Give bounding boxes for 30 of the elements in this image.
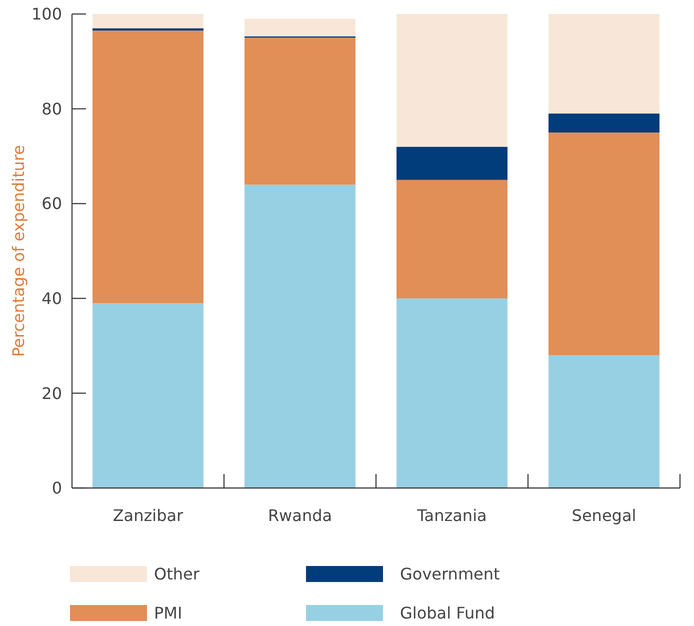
x-tick-label: Zanzibar: [112, 506, 184, 525]
y-axis-title: Percentage of expenditure: [9, 145, 28, 357]
y-tick-label: 40: [42, 289, 62, 308]
y-tick-label: 0: [52, 478, 62, 498]
bar: [548, 14, 660, 114]
y-tick-label: 60: [42, 194, 62, 214]
legend-label: Government: [400, 564, 500, 584]
bar: [92, 303, 204, 488]
x-tick-label: Tanzania: [416, 506, 487, 525]
y-tick-label: 100: [31, 4, 62, 24]
bar: [396, 180, 508, 298]
bar: [396, 146, 508, 180]
y-tick-label: 80: [42, 99, 62, 118]
bar: [92, 30, 204, 304]
bar: [244, 38, 356, 185]
x-tick-label: Senegal: [572, 506, 636, 525]
bar: [396, 298, 508, 488]
bar: [548, 114, 660, 132]
y-tick-label: 20: [42, 384, 62, 403]
bar: [244, 184, 356, 488]
legend-label: PMI: [154, 604, 182, 623]
bar: [396, 14, 508, 147]
bar: [548, 132, 660, 356]
legend-label: Other: [154, 564, 200, 584]
bar: [92, 14, 204, 28]
x-tick-label: Rwanda: [268, 506, 332, 525]
bar: [244, 18, 356, 36]
legend-label: Global Fund: [400, 604, 495, 623]
bar: [548, 355, 660, 488]
bar: [92, 28, 204, 31]
